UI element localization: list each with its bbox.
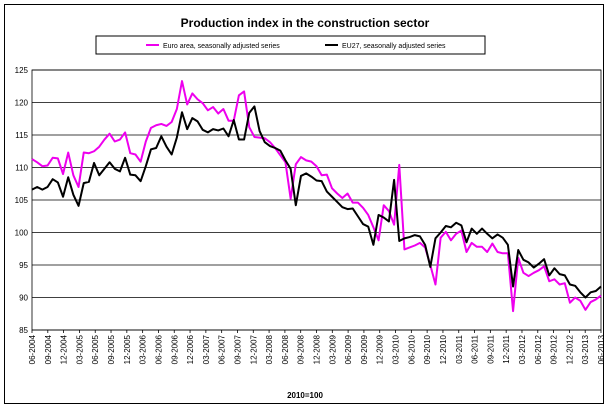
- x-tick-label: 06-2008: [281, 334, 290, 364]
- y-tick-label: 100: [15, 229, 29, 238]
- chart-frame: Production index in the construction sec…: [4, 4, 605, 404]
- chart: Production index in the construction sec…: [15, 16, 605, 400]
- x-tick-label: 09-2007: [233, 334, 242, 364]
- legend: Euro area, seasonally adjusted series EU…: [95, 35, 486, 55]
- y-tick-label: 90: [19, 294, 28, 303]
- x-tick-label: 12-2005: [123, 334, 132, 364]
- legend-label-eu27: EU27, seasonally adjusted series: [342, 43, 446, 50]
- x-tick-label: 12-2007: [249, 334, 258, 364]
- x-axis-label: 2010=100: [287, 391, 323, 400]
- x-tick-label: 06-2010: [407, 334, 416, 364]
- y-tick-label: 85: [19, 326, 28, 335]
- y-tick-label: 110: [15, 164, 28, 173]
- x-tick-label: 12-2011: [502, 334, 511, 363]
- x-tick-label: 06-2011: [471, 334, 480, 363]
- x-tick-label: 09-2011: [486, 334, 495, 363]
- x-tick-label: 03-2011: [455, 334, 464, 363]
- x-tick-label: 09-2010: [423, 334, 432, 364]
- x-tick-label: 03-2012: [518, 334, 527, 364]
- x-tick-label: 06-2009: [344, 334, 353, 364]
- series-line-euro-area: [31, 80, 602, 313]
- x-tick-label: 03-2008: [265, 334, 274, 364]
- x-tick-label: 03-2009: [328, 334, 337, 364]
- x-tick-label: 03-2006: [139, 334, 148, 364]
- x-tick-label: 09-2006: [170, 334, 179, 364]
- x-tick-label: 06-2013: [597, 334, 605, 364]
- x-tick-label: 06-2005: [91, 334, 100, 364]
- y-tick-label: 125: [15, 66, 29, 75]
- x-axis: 06-2004 09-2004 12-2004 03-2005 06-2005 09-20…: [28, 330, 605, 364]
- y-tick-label: 105: [15, 196, 29, 205]
- x-tick-label: 12-2009: [376, 334, 385, 364]
- x-tick-label: 03-2007: [202, 334, 211, 364]
- x-tick-label: 12-2008: [313, 334, 322, 364]
- x-tick-label: 03-2005: [75, 334, 84, 364]
- x-tick-label: 03-2010: [392, 334, 401, 364]
- x-tick-label: 09-2009: [360, 334, 369, 364]
- x-tick-label: 12-2012: [565, 334, 574, 364]
- x-tick-label: 09-2004: [44, 334, 53, 364]
- x-tick-label: 06-2004: [28, 334, 37, 364]
- x-tick-label: 09-2012: [550, 334, 559, 364]
- x-tick-label: 12-2004: [60, 334, 69, 364]
- x-tick-label: 12-2006: [186, 334, 195, 364]
- x-tick-label: 06-2006: [154, 334, 163, 364]
- chart-title: Production index in the construction sec…: [181, 16, 430, 30]
- x-tick-label: 09-2008: [297, 334, 306, 364]
- x-tick-label: 09-2005: [107, 334, 116, 364]
- x-tick-label: 06-2012: [534, 334, 543, 364]
- y-tick-label: 120: [15, 99, 29, 108]
- series-line-eu27: [31, 105, 602, 299]
- legend-label-euro-area: Euro area, seasonally adjusted series: [163, 43, 280, 50]
- y-axis: 85 90 95 100 105 110 115 120 125: [15, 66, 29, 335]
- x-tick-label: 12-2010: [439, 334, 448, 364]
- series-lines: [31, 80, 602, 313]
- x-tick-label: 06-2007: [218, 334, 227, 364]
- legend-box: [95, 35, 486, 55]
- x-tick-label: 03-2013: [581, 334, 590, 364]
- y-tick-label: 95: [19, 261, 28, 270]
- y-tick-label: 115: [15, 131, 28, 140]
